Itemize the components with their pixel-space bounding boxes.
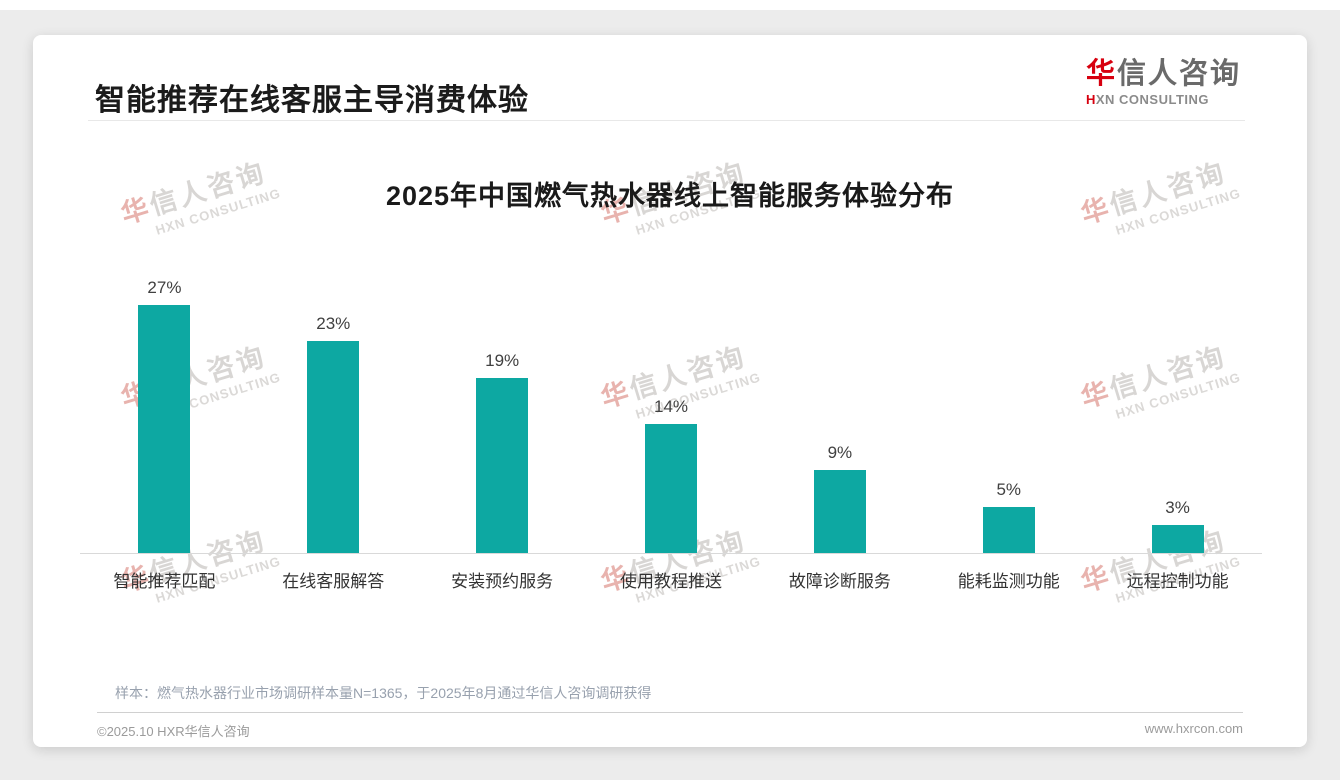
- category-label: 能耗监测功能: [957, 572, 1060, 591]
- bar: [1151, 525, 1204, 553]
- category-label: 使用教程推送: [620, 572, 722, 591]
- bar-value-label: 3%: [1165, 498, 1190, 517]
- bar: [813, 470, 866, 553]
- category-label: 远程控制功能: [1126, 572, 1229, 591]
- category-label: 安装预约服务: [451, 572, 554, 591]
- bar-group: 9%: [755, 277, 924, 553]
- bar-value-label: 9%: [827, 443, 853, 462]
- logo-accent-char: 华: [1085, 58, 1117, 90]
- top-margin-strip: [0, 0, 1340, 10]
- footer-divider: [97, 712, 1243, 713]
- logo-chinese-text: 华信人咨询: [1085, 58, 1241, 91]
- bar: [307, 341, 360, 553]
- bar: [476, 378, 529, 553]
- logo-english-text: HXN CONSULTING: [1086, 92, 1241, 107]
- bar-group: 5%: [924, 277, 1093, 553]
- category-label: 智能推荐匹配: [113, 572, 216, 591]
- sample-note: 样本：燃气热水器行业市场调研样本量N=1365，于2025年8月通过华信人咨询调…: [115, 685, 652, 701]
- category-labels-row: 智能推荐匹配 在线客服解答 安装预约服务 使用教程推送 故障诊断服务 能耗监测功能 远程控制…: [80, 567, 1262, 592]
- website-url: www.hxrcon.com: [1144, 721, 1243, 736]
- header-divider: [88, 120, 1245, 121]
- company-logo: 华信人咨询 HXN CONSULTING: [1085, 58, 1241, 107]
- bar-value-label: 5%: [996, 480, 1022, 499]
- copyright-text: ©2025.10 HXR华信人咨询: [97, 724, 250, 739]
- bar-value-label: 14%: [653, 397, 689, 416]
- bar-group: 14%: [587, 277, 756, 553]
- bar-chart: 27% 23% 19% 14% 9% 5% 3%: [80, 277, 1262, 553]
- category-label: 故障诊断服务: [788, 572, 891, 591]
- bar-value-label: 23%: [316, 314, 351, 333]
- bar: [645, 424, 697, 553]
- bar-group: 27%: [80, 277, 249, 553]
- bar-value-label: 19%: [485, 351, 520, 370]
- chart-title: 2025年中国燃气热水器线上智能服务体验分布: [385, 181, 955, 211]
- page-title: 智能推荐在线客服主导消费体验: [95, 84, 529, 117]
- bar: [138, 305, 191, 553]
- bar-group: 19%: [418, 277, 587, 553]
- logo-rest-chars: 信人咨询: [1116, 58, 1241, 90]
- bar-group: 23%: [249, 277, 418, 553]
- logo-accent-letter: H: [1085, 91, 1096, 107]
- slide-card: 华信人咨询 HXN CONSULTING 华信人咨询 HXN CONSULTING 华信…: [33, 35, 1307, 747]
- x-axis-line: [80, 553, 1262, 554]
- logo-rest-letters: XN CONSULTING: [1095, 91, 1210, 107]
- category-label: 在线客服解答: [282, 572, 385, 591]
- bar-value-label: 27%: [147, 278, 182, 297]
- bar-group: 3%: [1093, 277, 1262, 553]
- bar: [982, 507, 1035, 553]
